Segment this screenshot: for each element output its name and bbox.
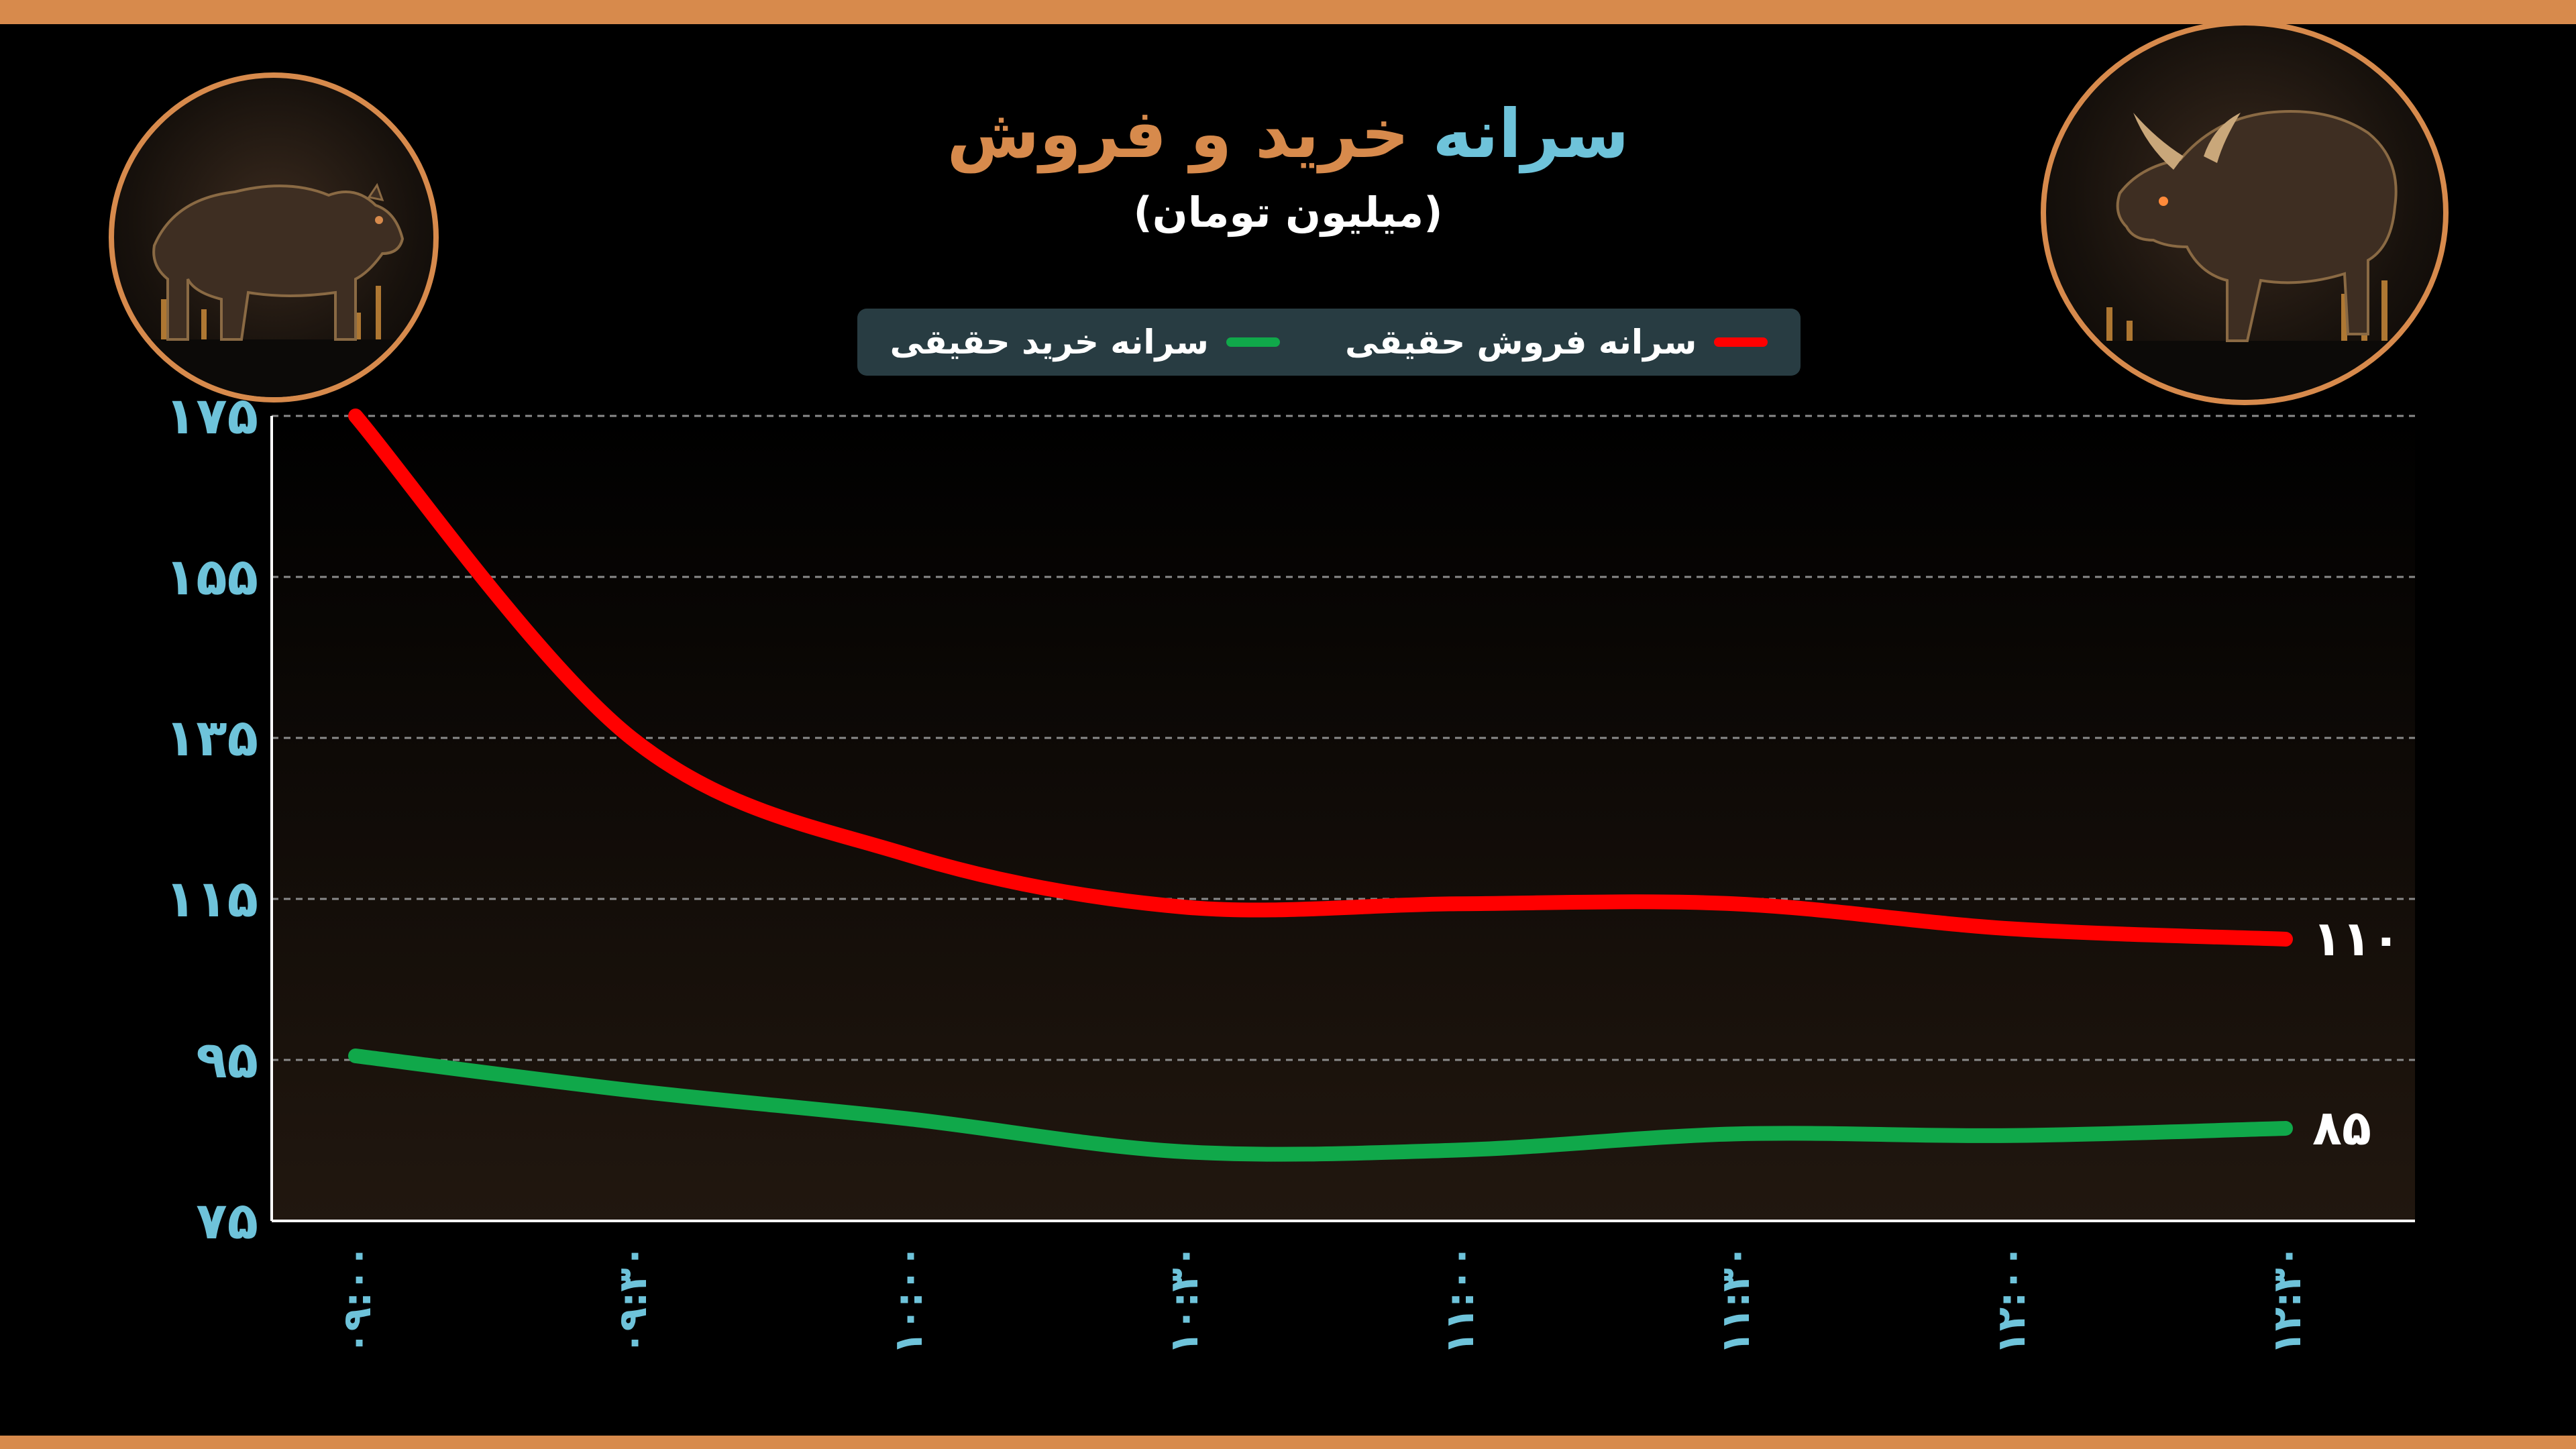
y-tick-label: ۹۵ xyxy=(196,1030,258,1089)
y-tick-label: ۷۵ xyxy=(196,1191,258,1250)
x-tick-label: ۰۹:۰۰ xyxy=(334,1244,380,1355)
bear-medallion xyxy=(109,72,439,402)
chart-subtitle: (میلیون تومان) xyxy=(1133,188,1443,237)
y-tick-label: ۱۵۵ xyxy=(165,547,258,606)
x-tick-label: ۱۰:۳۰ xyxy=(1161,1244,1207,1355)
bull-medallion xyxy=(2041,20,2449,405)
legend-swatch-sell xyxy=(1714,337,1768,347)
series-line-sell xyxy=(348,409,2293,947)
y-tick-label: ۱۷۵ xyxy=(165,386,258,445)
chart-legend: سرانه فروش حقیقی سرانه خرید حقیقی xyxy=(857,309,1801,376)
end-value-label: ۱۱۰ xyxy=(2312,910,2401,967)
title-accent: سرانه xyxy=(1432,95,1629,173)
plot-area xyxy=(272,416,2415,1221)
legend-item-sell: سرانه فروش حقیقی xyxy=(1345,323,1768,362)
x-tick-label: ۱۱:۳۰ xyxy=(1713,1244,1758,1355)
y-tick-label: ۱۱۵ xyxy=(165,869,258,928)
series-line-buy xyxy=(348,1049,2293,1162)
legend-label-buy: سرانه خرید حقیقی xyxy=(890,323,1209,362)
x-tick-label: ۱۰:۰۰ xyxy=(885,1244,931,1355)
x-tick-label: ۱۲:۳۰ xyxy=(2264,1244,2310,1355)
bottom-frame-bar xyxy=(0,1436,2576,1449)
x-tick-label: ۱۲:۰۰ xyxy=(1988,1244,2034,1355)
top-frame-bar xyxy=(0,0,2576,24)
legend-item-buy: سرانه خرید حقیقی xyxy=(890,323,1280,362)
legend-swatch-buy xyxy=(1226,337,1280,347)
x-tick-label: ۰۹:۳۰ xyxy=(610,1244,655,1355)
y-tick-label: ۱۳۵ xyxy=(165,708,258,767)
x-tick-label: ۱۱:۰۰ xyxy=(1437,1244,1483,1355)
legend-label-sell: سرانه فروش حقیقی xyxy=(1345,323,1697,362)
end-value-label: ۸۵ xyxy=(2312,1099,2371,1156)
title-main: خرید و فروش xyxy=(947,95,1409,173)
chart-title: سرانه خرید و فروش xyxy=(0,87,2576,181)
